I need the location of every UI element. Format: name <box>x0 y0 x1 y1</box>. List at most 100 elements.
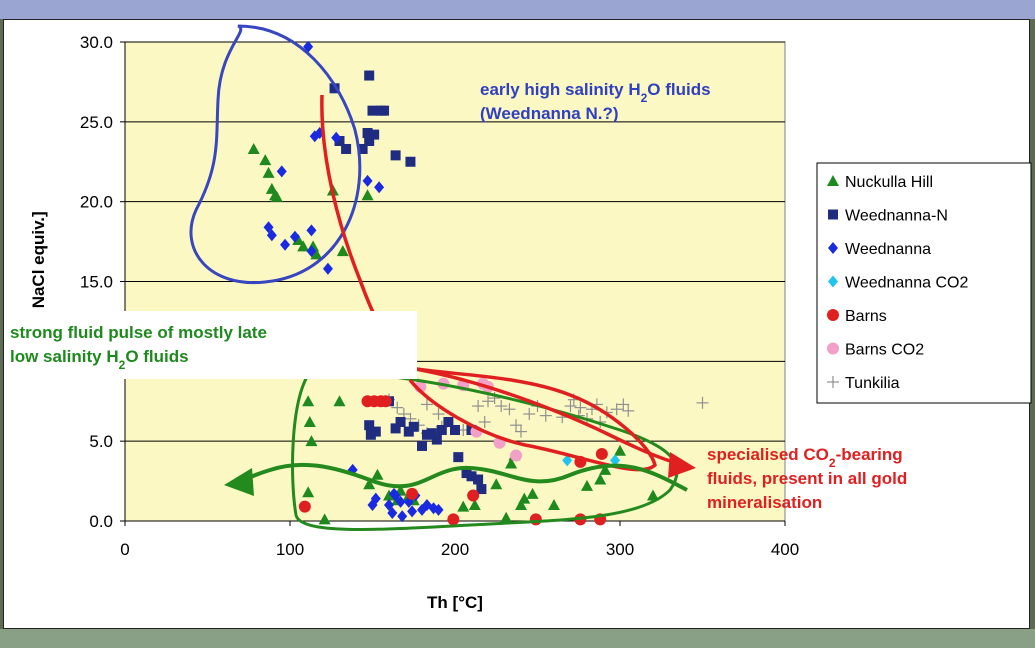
data-point-square <box>426 428 437 439</box>
data-point-diamond <box>331 131 342 144</box>
data-point-circle <box>406 487 419 500</box>
data-point-triangle <box>614 444 626 456</box>
annotation-line: mineralisation <box>707 493 822 512</box>
data-point-plus <box>482 395 494 408</box>
data-point-plus <box>696 396 709 409</box>
data-point-diamond <box>828 242 838 254</box>
data-point-plus <box>539 409 552 422</box>
data-point-square <box>436 424 447 435</box>
data-point-circle <box>379 395 392 408</box>
data-point-diamond <box>610 454 621 467</box>
red-arrowhead <box>668 452 696 478</box>
legend-label: Barns <box>845 308 887 325</box>
annotation-text: -bearing <box>836 445 903 464</box>
data-point-square <box>476 484 487 495</box>
data-point-square <box>390 423 401 434</box>
data-point-square <box>828 209 838 220</box>
data-point-triangle <box>827 175 839 186</box>
data-point-square <box>408 421 419 432</box>
annotation-line: early high salinity H2O fluids <box>480 80 711 105</box>
y-tick-label: 5.0 <box>89 432 113 451</box>
data-point-diamond <box>322 262 333 275</box>
data-point-plus <box>510 419 523 432</box>
annotation-line: specialised CO2-bearing <box>707 445 903 470</box>
data-point-plus <box>432 408 445 421</box>
data-point-circle <box>595 447 608 460</box>
data-point-diamond <box>562 454 573 467</box>
data-point-circle <box>827 342 839 355</box>
data-point-plus <box>622 404 635 417</box>
data-point-square <box>334 135 345 146</box>
data-point-triangle <box>318 513 331 525</box>
data-point-circle <box>827 309 839 321</box>
data-point-square <box>370 426 381 437</box>
data-point-triangle <box>333 395 346 407</box>
data-point-triangle <box>302 395 315 407</box>
legend: Nuckulla Hill Weednanna-N Weednanna Weednan… <box>816 162 1032 404</box>
data-point-diamond <box>433 503 444 516</box>
y-tick-label: 30.0 <box>80 33 113 52</box>
subscript: 2 <box>829 456 836 470</box>
data-point-triangle <box>247 142 260 154</box>
data-point-triangle <box>647 489 659 501</box>
data-point-triangle <box>310 248 323 260</box>
annotation-line: fluids, present in all gold <box>707 469 907 488</box>
data-point-triangle <box>457 500 470 512</box>
data-point-diamond <box>828 275 838 288</box>
data-point-square <box>417 440 427 451</box>
blue-outline-early-fluids <box>189 24 362 285</box>
data-point-plus <box>515 425 527 438</box>
legend-label: Nuckulla Hill <box>845 174 933 191</box>
data-point-square <box>453 452 464 463</box>
series-nuckulla-hill <box>247 142 659 525</box>
annotation-text: mineralisation <box>707 493 822 512</box>
legend-item: Weednanna CO2 <box>828 275 968 292</box>
data-point-triangle <box>505 457 518 469</box>
data-point-triangle <box>361 189 374 201</box>
data-point-diamond <box>306 245 317 258</box>
data-point-square <box>357 143 368 154</box>
data-point-square <box>450 424 460 435</box>
series-weednanna <box>263 40 444 523</box>
annotation-text: early high salinity H <box>480 80 641 99</box>
data-point-triangle <box>599 463 612 475</box>
subscript: 2 <box>119 358 126 372</box>
legend-item: Barns <box>827 308 887 325</box>
data-point-triangle <box>581 479 593 491</box>
data-point-triangle <box>363 478 376 490</box>
data-point-circle <box>510 449 523 462</box>
legend-label: Weednanna CO2 <box>845 275 968 292</box>
annotation-text: strong fluid pulse of mostly late <box>10 323 267 342</box>
legend-item: Tunkilia <box>827 375 900 392</box>
data-point-plus <box>478 416 491 429</box>
series-weednanna-co2 <box>562 454 621 467</box>
legend-label: Barns CO2 <box>845 342 924 359</box>
data-point-square <box>367 105 378 116</box>
data-point-plus <box>564 400 577 413</box>
window-top-bar <box>0 0 1035 19</box>
data-point-diamond <box>395 495 406 508</box>
data-point-triangle <box>270 190 283 202</box>
legend-item: Barns CO2 <box>827 342 924 359</box>
data-point-triangle <box>262 166 275 178</box>
data-point-square <box>379 105 390 116</box>
data-point-diamond <box>397 510 408 523</box>
data-point-square <box>390 150 401 161</box>
data-point-diamond <box>390 489 401 502</box>
y-tick-label: 20.0 <box>80 193 113 212</box>
data-point-diamond <box>362 174 373 187</box>
data-point-square <box>362 128 373 139</box>
data-point-triangle <box>303 416 316 428</box>
data-point-plus <box>827 376 839 388</box>
data-point-triangle <box>297 240 310 252</box>
data-point-square <box>364 135 375 146</box>
annotation-line: low salinity H2O fluids <box>10 347 189 372</box>
data-point-square <box>431 434 442 445</box>
data-point-square <box>473 474 484 485</box>
green-arrowhead <box>224 468 254 496</box>
data-point-triangle <box>305 435 318 447</box>
data-point-square <box>329 83 340 94</box>
data-point-square <box>341 143 352 154</box>
annotation-text: specialised CO <box>707 445 829 464</box>
